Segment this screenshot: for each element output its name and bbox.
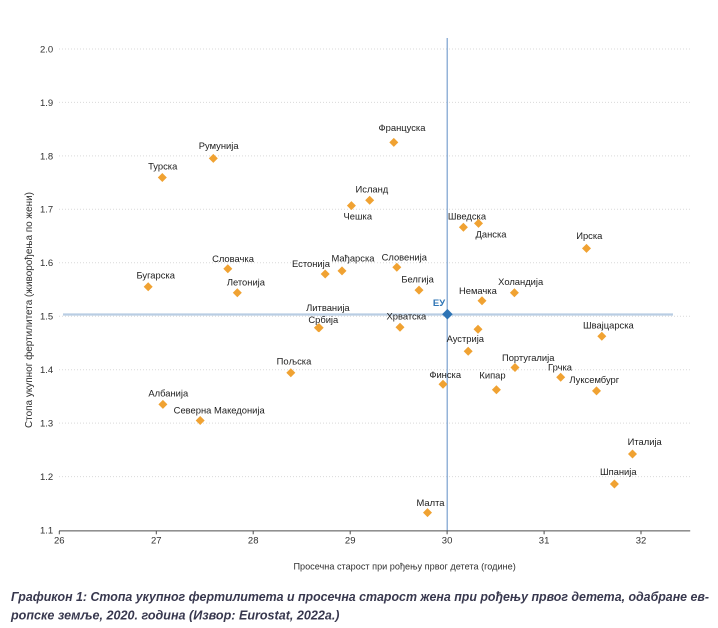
svg-text:1.6: 1.6 [40, 258, 53, 269]
svg-text:Исланд: Исланд [356, 184, 389, 195]
svg-text:Аустрија: Аустрија [447, 333, 485, 344]
svg-text:1.2: 1.2 [40, 472, 53, 483]
svg-text:Словенија: Словенија [382, 252, 428, 263]
svg-text:Швајцарска: Швајцарска [583, 320, 635, 331]
svg-text:1.5: 1.5 [40, 312, 53, 323]
svg-text:1.1: 1.1 [40, 525, 53, 536]
svg-text:Литванија: Литванија [306, 302, 350, 313]
svg-text:Чешка: Чешка [344, 210, 373, 221]
svg-text:1.7: 1.7 [40, 205, 53, 216]
svg-text:Португалија: Португалија [502, 352, 555, 363]
svg-text:31: 31 [539, 536, 550, 547]
svg-text:Графикон 1: Стопа укупног ферт: Графикон 1: Стопа укупног фертилитета и … [11, 590, 709, 604]
svg-text:Словачка: Словачка [212, 253, 255, 264]
svg-text:Француска: Француска [379, 122, 427, 133]
svg-text:Луксембург: Луксембург [569, 374, 619, 385]
svg-text:Турска: Турска [148, 161, 178, 172]
svg-text:Хрватска: Хрватска [387, 311, 428, 322]
svg-text:Грчка: Грчка [548, 361, 573, 372]
svg-text:ЕУ: ЕУ [433, 298, 445, 309]
svg-text:Северна Македонија: Северна Македонија [174, 404, 266, 415]
svg-text:27: 27 [151, 536, 162, 547]
svg-text:32: 32 [636, 536, 647, 547]
svg-text:1.9: 1.9 [40, 98, 53, 109]
svg-text:Мађарска: Мађарска [332, 253, 376, 264]
svg-text:Шведска: Шведска [448, 210, 487, 221]
svg-text:1.8: 1.8 [40, 151, 53, 162]
svg-text:Малта: Малта [416, 497, 445, 508]
svg-text:2.0: 2.0 [40, 44, 53, 55]
svg-text:Естонија: Естонија [292, 258, 331, 269]
svg-text:Италија: Италија [628, 436, 663, 447]
svg-text:Финска: Финска [429, 369, 462, 380]
svg-text:Просечна старост при рођењу п: Просечна старост при рођењу првог детета… [293, 562, 515, 573]
svg-text:Белгија: Белгија [401, 273, 434, 284]
svg-text:29: 29 [345, 536, 356, 547]
svg-text:30: 30 [442, 536, 453, 547]
svg-text:Албанија: Албанија [148, 388, 189, 399]
svg-text:26: 26 [54, 536, 65, 547]
svg-text:28: 28 [248, 536, 259, 547]
svg-text:Србија: Србија [308, 314, 339, 325]
svg-text:Ирска: Ирска [576, 230, 603, 241]
svg-text:Шпанија: Шпанија [600, 466, 637, 477]
svg-text:Данска: Данска [476, 228, 508, 239]
svg-text:Пољска: Пољска [277, 356, 312, 367]
svg-text:1.3: 1.3 [40, 419, 53, 430]
svg-text:Румунија: Румунија [199, 140, 240, 151]
svg-text:Немачка: Немачка [459, 285, 498, 296]
svg-text:Бугарска: Бугарска [136, 270, 175, 281]
svg-text:1.4: 1.4 [40, 365, 53, 376]
svg-text:Холандија: Холандија [498, 276, 544, 287]
svg-text:Стопа укупног фертилитета (жив: Стопа укупног фертилитета (живорођења по… [23, 192, 35, 428]
svg-text:ропске земље, 2020. година (Из: ропске земље, 2020. година (Извор: Euros… [10, 608, 339, 622]
svg-text:Летонија: Летонија [227, 276, 266, 287]
svg-text:Кипар: Кипар [479, 370, 505, 381]
